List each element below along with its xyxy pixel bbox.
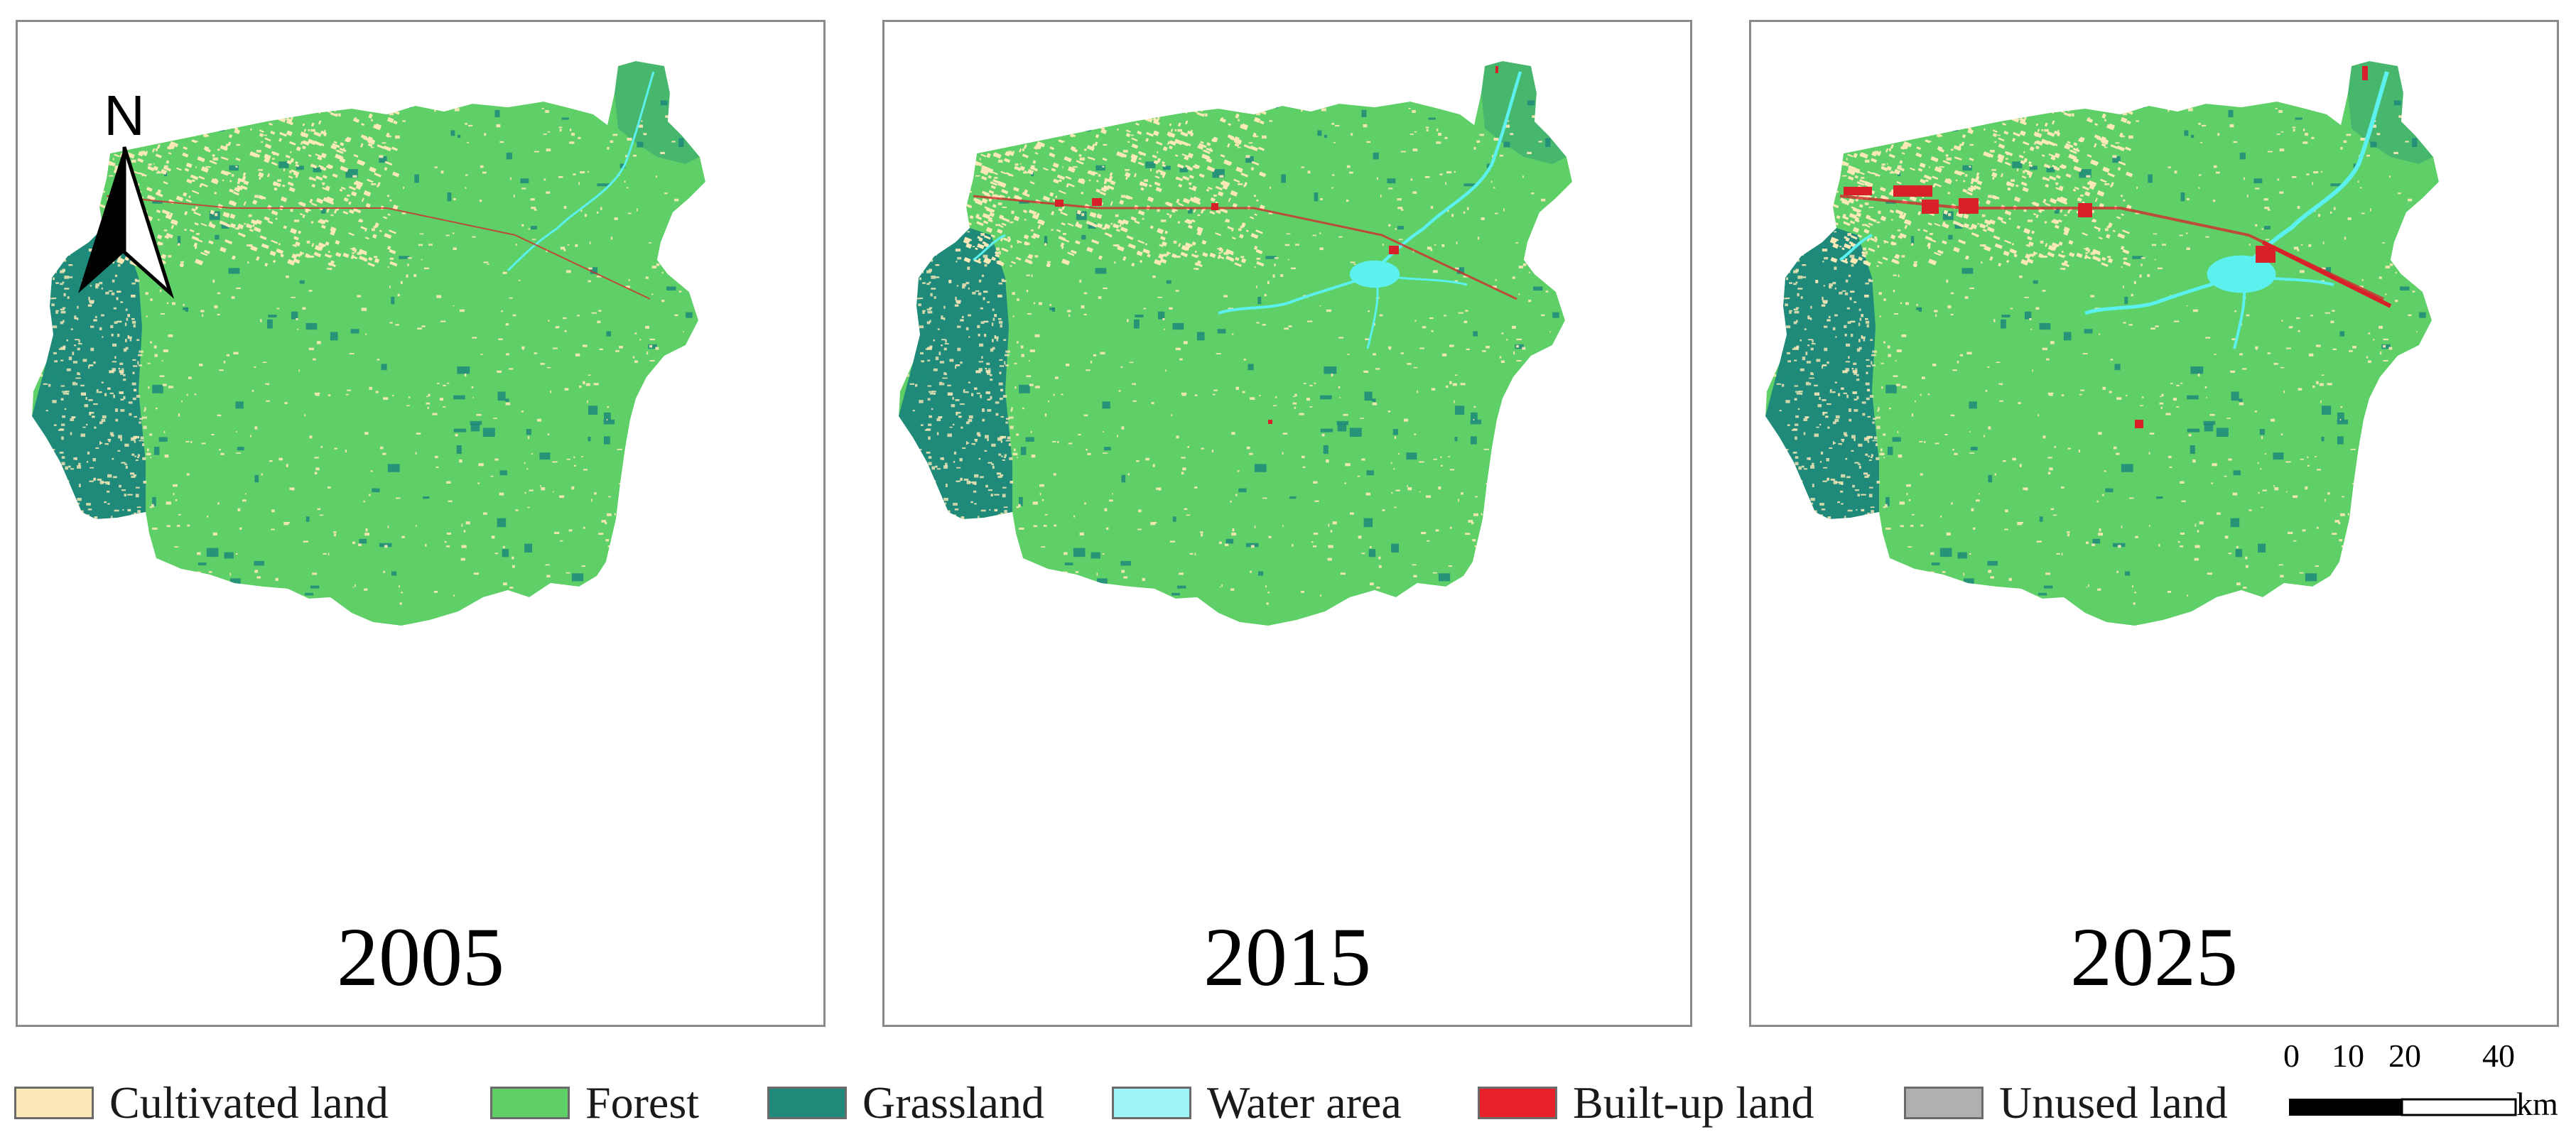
map-panel-2025: 2025 bbox=[1749, 20, 2559, 1027]
builtup-area bbox=[106, 195, 651, 300]
map-2005 bbox=[32, 61, 705, 626]
legend-item-builtup: Built-up land bbox=[1478, 1077, 1814, 1128]
legend-swatch bbox=[1112, 1087, 1191, 1119]
legend-swatch bbox=[767, 1087, 847, 1119]
legend-swatch bbox=[490, 1087, 570, 1119]
map-panel-2015: 2015 bbox=[882, 20, 1692, 1027]
map-2025 bbox=[1765, 61, 2439, 626]
north-arrow: N bbox=[78, 84, 175, 299]
scale-unit: km bbox=[2516, 1086, 2558, 1122]
land-use-layer bbox=[1765, 61, 2439, 626]
year-label: 2025 bbox=[2070, 910, 2238, 1003]
legend-label: Forest bbox=[585, 1077, 699, 1128]
legend-label: Unused land bbox=[1999, 1077, 2228, 1128]
scale-tick-label: 0 bbox=[2283, 1038, 2300, 1074]
legend-item-grassland: Grassland bbox=[767, 1077, 1044, 1128]
legend-item-cultivated: Cultivated land bbox=[14, 1077, 389, 1128]
legend-item-forest: Forest bbox=[490, 1077, 699, 1128]
year-label: 2015 bbox=[1203, 910, 1371, 1003]
scale-bar: 0 10 20 40 km bbox=[2282, 1037, 2566, 1133]
forest-area bbox=[899, 61, 1572, 626]
scale-tick-label: 40 bbox=[2482, 1038, 2515, 1074]
map-2015 bbox=[899, 61, 1572, 626]
water-area bbox=[973, 71, 1522, 349]
scale-tick-label: 20 bbox=[2388, 1038, 2421, 1074]
legend-label: Cultivated land bbox=[109, 1077, 389, 1128]
grassland-area bbox=[899, 61, 1566, 616]
north-label: N bbox=[104, 84, 145, 147]
scale-bar-graphic bbox=[2289, 1098, 2517, 1116]
legend-swatch bbox=[1904, 1087, 1984, 1119]
legend-swatch bbox=[14, 1087, 94, 1119]
legend-swatch bbox=[1478, 1087, 1557, 1119]
legend-item-water: Water area bbox=[1112, 1077, 1402, 1128]
water-area bbox=[507, 71, 655, 272]
forest-area bbox=[32, 61, 705, 626]
legend-label: Grassland bbox=[862, 1077, 1044, 1128]
north-arrow-icon bbox=[78, 146, 175, 299]
legend-label: Built-up land bbox=[1573, 1077, 1814, 1128]
legend-label: Water area bbox=[1207, 1077, 1402, 1128]
map-panel-2005: 2005 bbox=[16, 20, 826, 1027]
scale-tick-label: 10 bbox=[2332, 1038, 2364, 1074]
legend-item-unused: Unused land bbox=[1904, 1077, 2228, 1128]
legend: Cultivated land Forest Grassland Water a… bbox=[14, 1077, 2273, 1128]
water-area bbox=[1839, 71, 2389, 349]
year-label: 2005 bbox=[337, 910, 504, 1003]
land-use-layer bbox=[899, 61, 1572, 626]
